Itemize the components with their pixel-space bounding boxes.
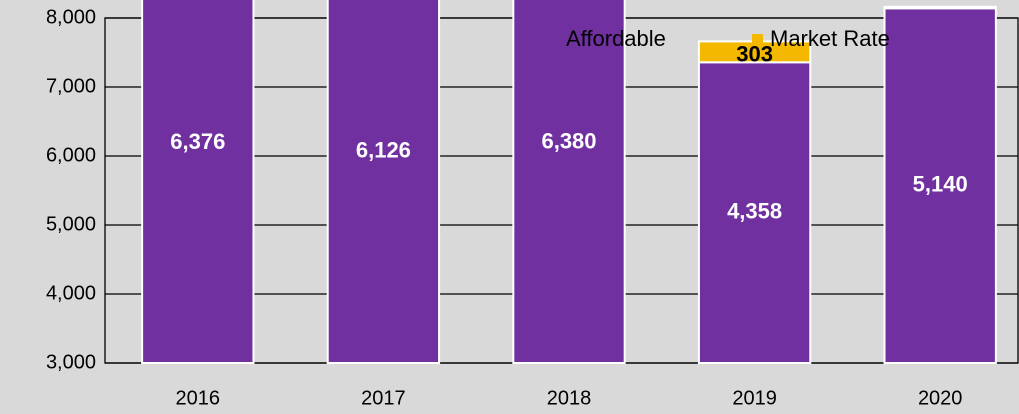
bar-segment: [141, 0, 255, 364]
legend-label: Affordable: [566, 26, 666, 51]
x-tick-label: 2018: [547, 387, 592, 409]
data-label: 303: [736, 42, 773, 67]
legend-swatch: [752, 34, 763, 45]
y-tick-label: 5,000: [46, 213, 96, 235]
data-label: 6,376: [170, 129, 225, 154]
y-tick-label: 7,000: [46, 75, 96, 97]
bar-segment: [326, 0, 441, 364]
x-tick-label: 2019: [732, 387, 777, 409]
y-tick-label: 3,000: [46, 351, 96, 373]
data-label: 6,126: [356, 137, 411, 162]
legend-label: Market Rate: [770, 26, 890, 51]
y-tick-label: 4,000: [46, 282, 96, 304]
data-label: 6,380: [541, 129, 596, 154]
y-tick-label: 8,000: [46, 6, 96, 28]
data-label: 5,140: [913, 171, 968, 196]
data-label: 22: [928, 0, 952, 2]
x-tick-label: 2020: [918, 387, 963, 409]
legend-swatch: [548, 34, 559, 45]
y-tick-label: 6,000: [46, 144, 96, 166]
bar-segment: [512, 0, 626, 364]
x-tick-label: 2016: [176, 387, 221, 409]
bar-segment: [883, 5, 997, 10]
x-tick-label: 2017: [361, 387, 406, 409]
bar-segment: [883, 7, 997, 365]
data-label: 4,358: [727, 198, 782, 223]
